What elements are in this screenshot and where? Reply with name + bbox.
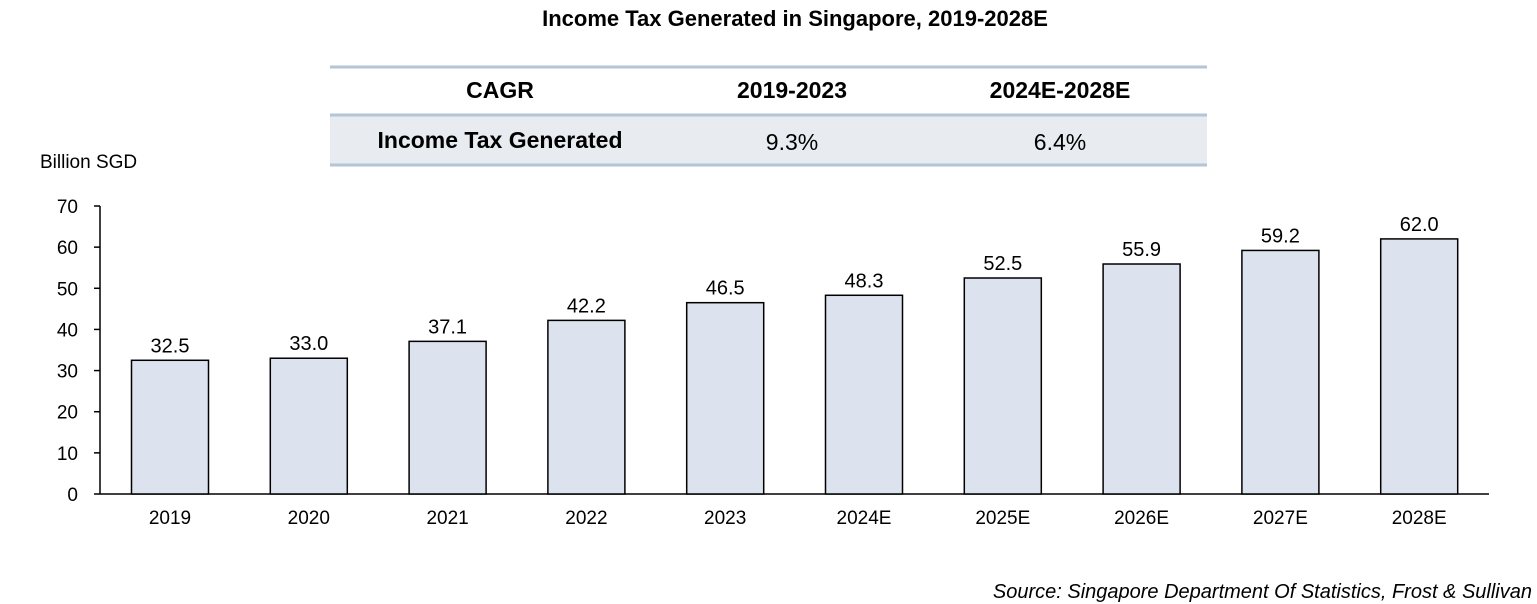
cagr-table: CAGR 2019-2023 2024E-2028E Income Tax Ge… (330, 65, 1207, 167)
bar-value-label: 62.0 (1400, 214, 1439, 236)
cagr-row-label: Income Tax Generated (378, 127, 623, 153)
cagr-header-label: CAGR (466, 77, 534, 103)
y-tick-label: 0 (67, 485, 78, 506)
x-tick-label: 2019 (149, 508, 191, 529)
cagr-row-value-2: 6.4% (1034, 129, 1086, 155)
y-axis-ticks: 0 10 20 30 40 50 60 70 (57, 197, 100, 506)
bar-value-label: 42.2 (567, 295, 606, 317)
bar (1379, 238, 1459, 495)
cagr-header-period-2: 2024E-2028E (990, 77, 1131, 103)
bar (408, 340, 487, 495)
cagr-row-value-1: 9.3% (766, 129, 818, 155)
y-tick-label: 50 (57, 279, 78, 300)
y-tick-label: 30 (57, 362, 78, 383)
bar (1102, 263, 1181, 495)
x-tick-label: 2027E (1253, 508, 1308, 529)
bar (130, 359, 210, 495)
y-tick-label: 20 (57, 403, 78, 424)
value-labels: 32.5 33.0 37.1 42.2 46.5 48.3 52.5 55.9 59.2 62.0 (151, 214, 1439, 357)
bar-value-label: 48.3 (845, 270, 884, 292)
y-axis-unit-label: Billion SGD (40, 152, 137, 173)
bar-value-label: 55.9 (1122, 239, 1161, 261)
y-tick-label: 40 (57, 320, 78, 341)
x-tick-label: 2023 (704, 508, 746, 529)
bar (963, 277, 1043, 495)
bar (269, 357, 349, 495)
x-tick-label: 2022 (565, 508, 607, 529)
chart-title: Income Tax Generated in Singapore, 2019-… (542, 6, 1048, 31)
bar (1241, 249, 1320, 495)
bar (824, 294, 904, 495)
cagr-header-period-1: 2019-2023 (737, 77, 847, 103)
bar-value-label: 32.5 (151, 335, 190, 357)
x-tick-label: 2021 (426, 508, 468, 529)
y-tick-label: 70 (57, 197, 78, 218)
bar-value-label: 59.2 (1261, 225, 1300, 247)
x-tick-label: 2025E (975, 508, 1030, 529)
cagr-table-row-background (330, 116, 1207, 165)
x-axis-labels: 2019 2020 2021 2022 2023 2024E 2025E 2026E 2027E… (149, 508, 1447, 529)
x-tick-label: 2020 (288, 508, 330, 529)
bars (130, 238, 1459, 495)
bar-value-label: 46.5 (706, 278, 745, 300)
bar-value-label: 52.5 (983, 253, 1022, 275)
x-tick-label: 2024E (837, 508, 892, 529)
source-note: Source: Singapore Department Of Statisti… (993, 581, 1532, 603)
bar-value-label: 37.1 (428, 316, 467, 338)
bar (547, 319, 626, 495)
y-tick-label: 60 (57, 238, 78, 259)
y-tick-label: 10 (57, 444, 78, 465)
bar-value-label: 33.0 (289, 333, 328, 355)
x-tick-label: 2028E (1392, 508, 1447, 529)
bar (685, 301, 765, 495)
x-tick-label: 2026E (1114, 508, 1169, 529)
